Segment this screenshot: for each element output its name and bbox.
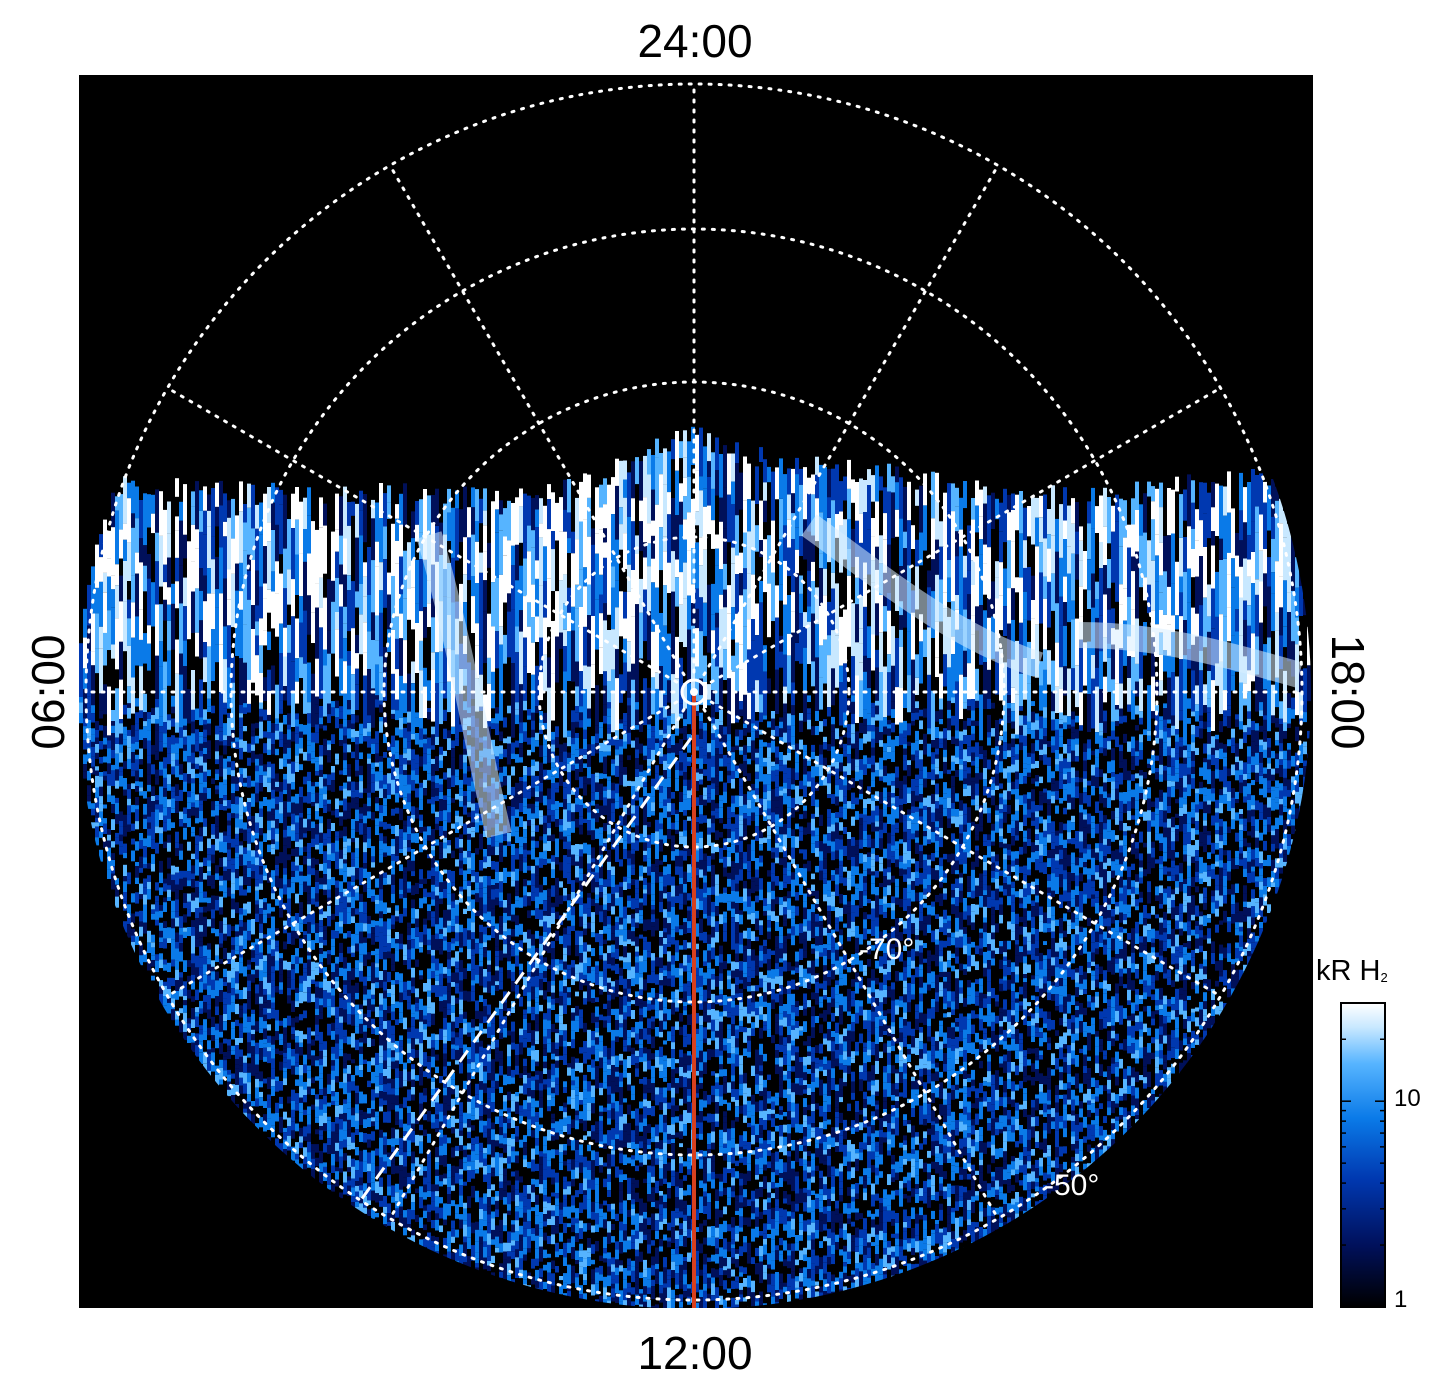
meridian-line xyxy=(165,386,679,684)
meridian-line xyxy=(709,700,1223,998)
meridian-line xyxy=(388,163,686,677)
latitude-label-50: -50° xyxy=(1044,1169,1099,1202)
colorbar xyxy=(1340,1002,1386,1308)
meridian-line xyxy=(702,163,1000,677)
colorbar-minor-ticks xyxy=(1341,1002,1385,1308)
auroral-polar-map: -70° -50° xyxy=(79,75,1313,1308)
colorbar-unit: kR H xyxy=(1316,955,1380,987)
meridian-line xyxy=(709,386,1223,684)
local-time-label-bottom: 12:00 xyxy=(637,1330,752,1376)
meridian-line xyxy=(165,700,679,998)
local-time-label-top: 24:00 xyxy=(637,18,752,64)
local-time-label-right: 18:00 xyxy=(1322,634,1374,749)
colorbar-gradient xyxy=(1340,1002,1386,1308)
latitude-circle xyxy=(84,82,1304,1302)
colorbar-title: kR H2 xyxy=(1316,957,1388,986)
colorbar-tick-label-1: 1 xyxy=(1394,1288,1407,1312)
colorbar-unit-subscript: 2 xyxy=(1380,970,1387,985)
polar-projection-svg: -70° -50° xyxy=(79,82,1311,1308)
latitude-longitude-grid xyxy=(84,82,1304,1302)
meridian-line xyxy=(702,707,1000,1221)
auroral-emission-image xyxy=(79,426,1311,1308)
circle-dot-icon xyxy=(680,678,708,706)
latitude-label-70: -70° xyxy=(859,933,914,966)
local-time-label-left: 06:00 xyxy=(22,634,74,749)
colorbar-svg xyxy=(1340,1002,1386,1308)
colorbar-tick-label-10: 10 xyxy=(1394,1087,1421,1111)
meridian-line xyxy=(388,707,686,1221)
